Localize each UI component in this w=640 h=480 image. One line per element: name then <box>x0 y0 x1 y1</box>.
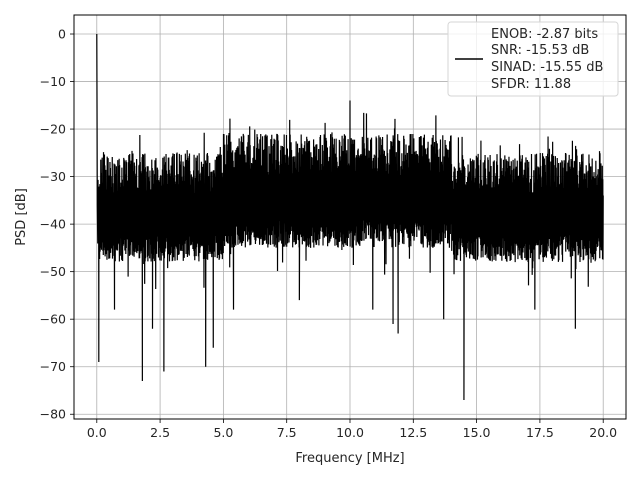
y-tick-label: −40 <box>40 217 66 232</box>
y-tick-label: −50 <box>40 264 66 279</box>
x-tick-label: 17.5 <box>526 425 554 440</box>
x-tick-label: 7.5 <box>277 425 297 440</box>
x-tick-label: 12.5 <box>399 425 427 440</box>
y-tick-label: −10 <box>40 74 66 89</box>
x-tick-label: 10.0 <box>336 425 364 440</box>
legend-enob: ENOB: -2.87 bits <box>491 27 598 42</box>
y-axis-title: PSD [dB] <box>14 188 29 246</box>
x-tick-label: 0.0 <box>87 425 107 440</box>
legend: ENOB: -2.87 bits SNR: -15.53 dB SINAD: -… <box>447 21 619 97</box>
y-axis-ticks: 0 −10 −20 −30 −40 −50 −60 −70 −80 <box>40 27 74 422</box>
psd-series-line <box>96 34 604 400</box>
y-tick-label: 0 <box>58 27 66 42</box>
x-axis-title: Frequency [MHz] <box>295 451 404 466</box>
x-tick-label: 5.0 <box>213 425 233 440</box>
plot-area <box>96 34 604 400</box>
y-tick-label: −70 <box>40 359 66 374</box>
legend-sinad: SINAD: -15.55 dB <box>491 60 603 75</box>
y-tick-label: −60 <box>40 312 66 327</box>
x-axis-ticks: 0.0 2.5 5.0 7.5 10.0 12.5 15.0 17.5 20.0 <box>87 419 617 440</box>
y-tick-label: −80 <box>40 407 66 422</box>
legend-snr: SNR: -15.53 dB <box>491 43 589 58</box>
legend-box <box>447 21 619 97</box>
y-tick-label: −20 <box>40 122 66 137</box>
x-tick-label: 2.5 <box>150 425 170 440</box>
legend-sfdr: SFDR: 11.88 <box>491 77 571 92</box>
y-tick-label: −30 <box>40 169 66 184</box>
x-tick-label: 15.0 <box>463 425 491 440</box>
x-tick-label: 20.0 <box>589 425 617 440</box>
